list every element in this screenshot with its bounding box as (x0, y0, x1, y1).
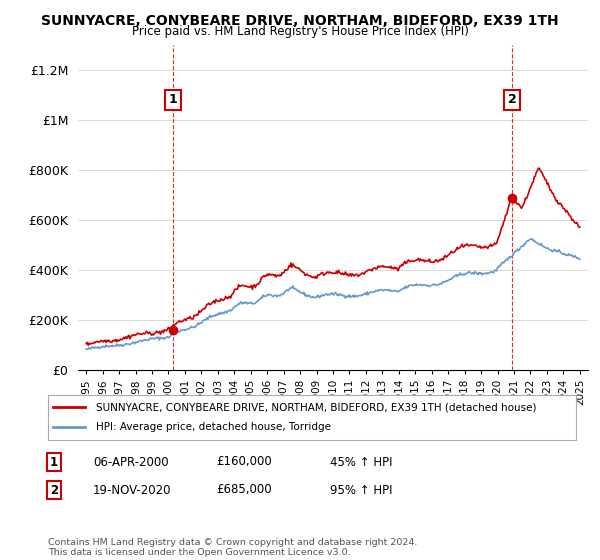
Text: 06-APR-2000: 06-APR-2000 (93, 455, 169, 469)
Text: Contains HM Land Registry data © Crown copyright and database right 2024.
This d: Contains HM Land Registry data © Crown c… (48, 538, 418, 557)
Text: £685,000: £685,000 (216, 483, 272, 497)
Text: 2: 2 (508, 94, 517, 106)
Text: 19-NOV-2020: 19-NOV-2020 (93, 483, 172, 497)
Text: SUNNYACRE, CONYBEARE DRIVE, NORTHAM, BIDEFORD, EX39 1TH (detached house): SUNNYACRE, CONYBEARE DRIVE, NORTHAM, BID… (95, 402, 536, 412)
Text: £160,000: £160,000 (216, 455, 272, 469)
Text: HPI: Average price, detached house, Torridge: HPI: Average price, detached house, Torr… (95, 422, 331, 432)
Text: 45% ↑ HPI: 45% ↑ HPI (330, 455, 392, 469)
Text: Price paid vs. HM Land Registry's House Price Index (HPI): Price paid vs. HM Land Registry's House … (131, 25, 469, 38)
Text: 1: 1 (50, 455, 58, 469)
Text: 1: 1 (169, 94, 178, 106)
Text: 2: 2 (50, 483, 58, 497)
Text: SUNNYACRE, CONYBEARE DRIVE, NORTHAM, BIDEFORD, EX39 1TH: SUNNYACRE, CONYBEARE DRIVE, NORTHAM, BID… (41, 14, 559, 28)
Text: 95% ↑ HPI: 95% ↑ HPI (330, 483, 392, 497)
